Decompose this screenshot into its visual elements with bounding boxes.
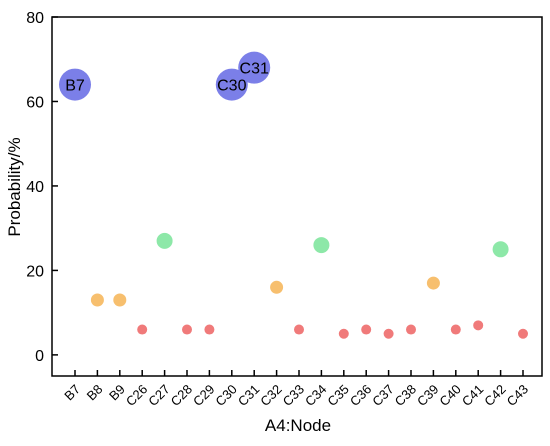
point-C26 bbox=[137, 324, 148, 335]
x-tick-label: C40 bbox=[436, 382, 463, 409]
point-label-C30: C30 bbox=[217, 78, 246, 95]
x-tick-label: C27 bbox=[145, 382, 172, 409]
point-C28 bbox=[182, 324, 192, 335]
y-tick-label: 20 bbox=[26, 263, 44, 280]
x-tick-label: C34 bbox=[302, 382, 329, 409]
point-C27 bbox=[156, 232, 173, 249]
point-C35 bbox=[338, 328, 349, 339]
point-C34 bbox=[313, 237, 330, 254]
point-C41 bbox=[473, 320, 484, 331]
x-tick-label: C41 bbox=[459, 382, 486, 409]
point-C40 bbox=[450, 324, 461, 335]
x-tick-label: C29 bbox=[190, 382, 217, 409]
x-tick-label: B7 bbox=[61, 382, 83, 404]
x-tick-label: C30 bbox=[212, 382, 239, 409]
point-C42 bbox=[492, 241, 509, 258]
x-tick-label: C42 bbox=[481, 382, 508, 409]
x-tick-label: C38 bbox=[392, 382, 419, 409]
x-tick-label: C39 bbox=[414, 382, 441, 409]
y-tick-label: 60 bbox=[26, 94, 44, 111]
plot-border bbox=[51, 16, 543, 377]
point-C37 bbox=[383, 328, 394, 339]
point-C33 bbox=[294, 324, 304, 335]
y-axis-label: Probability/% bbox=[5, 137, 24, 236]
x-tick-label: C31 bbox=[235, 382, 262, 409]
point-C36 bbox=[361, 324, 372, 335]
x-axis-label: A4:Node bbox=[265, 416, 331, 435]
y-tick-label: 0 bbox=[35, 348, 44, 365]
point-label-C31: C31 bbox=[240, 61, 269, 78]
x-tick-label: C36 bbox=[347, 382, 374, 409]
point-C31 bbox=[238, 51, 271, 84]
x-tick-label: C33 bbox=[280, 382, 307, 409]
point-label-B7: B7 bbox=[65, 78, 85, 95]
plot-frame bbox=[51, 16, 543, 377]
point-C32 bbox=[270, 280, 284, 294]
x-tick-label: C35 bbox=[324, 382, 351, 409]
point-B7 bbox=[59, 68, 91, 101]
point-B9 bbox=[113, 293, 127, 307]
x-tick-label: C26 bbox=[123, 382, 150, 409]
y-tick-label: 40 bbox=[26, 179, 44, 196]
point-C30 bbox=[215, 68, 248, 101]
point-C43 bbox=[518, 328, 528, 339]
y-tick-label: 80 bbox=[26, 10, 44, 27]
x-tick-label: B8 bbox=[84, 382, 106, 404]
x-tick-label: C37 bbox=[369, 382, 396, 409]
point-B8 bbox=[90, 293, 104, 307]
x-tick-label: C28 bbox=[168, 382, 195, 409]
x-tick-label: C43 bbox=[504, 382, 531, 409]
point-C29 bbox=[204, 324, 215, 335]
point-C38 bbox=[406, 324, 416, 335]
point-C39 bbox=[426, 276, 440, 290]
x-tick-label: C32 bbox=[257, 382, 284, 409]
